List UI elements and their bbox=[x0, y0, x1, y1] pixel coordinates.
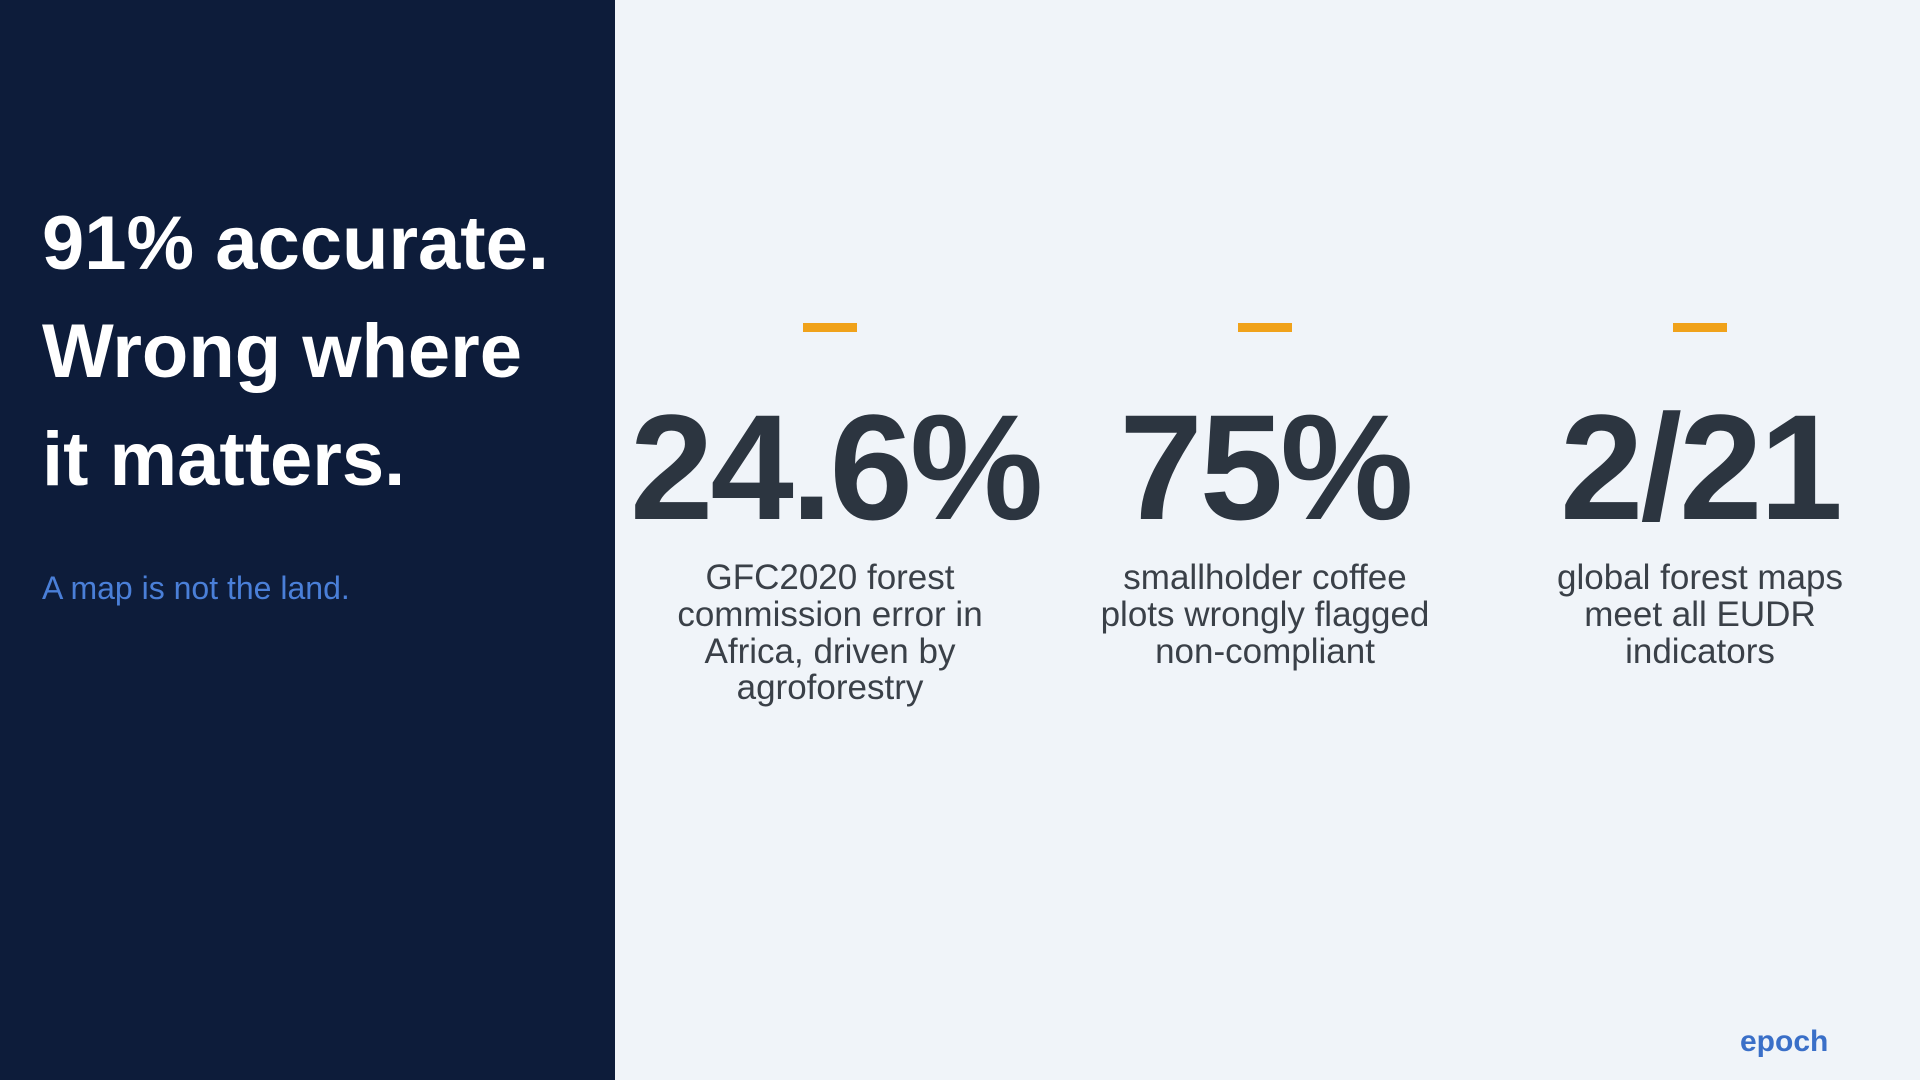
stat-description: global forest maps meet all EUDR indicat… bbox=[1557, 558, 1843, 671]
left-panel: 91% accurate. Wrong where it matters. A … bbox=[0, 0, 615, 1080]
stat-description: GFC2020 forest commission error in Afric… bbox=[677, 558, 983, 708]
accent-bar bbox=[1238, 323, 1292, 332]
subtitle: A map is not the land. bbox=[42, 570, 350, 606]
brand: epoch bbox=[1740, 1025, 1829, 1058]
stat-description: smallholder coffee plots wrongly flagged… bbox=[1100, 558, 1430, 671]
stat-figure: 24.6% bbox=[630, 383, 1043, 551]
stat: 75% smallholder coffee plots wrongly fla… bbox=[1065, 323, 1465, 670]
title-line: 91% accurate. bbox=[42, 201, 549, 286]
stat: 24.6% GFC2020 forest commission error in… bbox=[630, 323, 1043, 708]
stat-figure: 2/21 bbox=[1560, 383, 1843, 551]
title-line: it matters. bbox=[42, 417, 406, 502]
accent-bar bbox=[1673, 323, 1727, 332]
stat: 2/21 global forest maps meet all EUDR in… bbox=[1500, 323, 1900, 670]
title-line: Wrong where bbox=[42, 309, 522, 394]
accent-bar bbox=[803, 323, 857, 332]
title: 91% accurate. Wrong where it matters. bbox=[42, 190, 549, 514]
stat-figure: 75% bbox=[1119, 383, 1413, 551]
